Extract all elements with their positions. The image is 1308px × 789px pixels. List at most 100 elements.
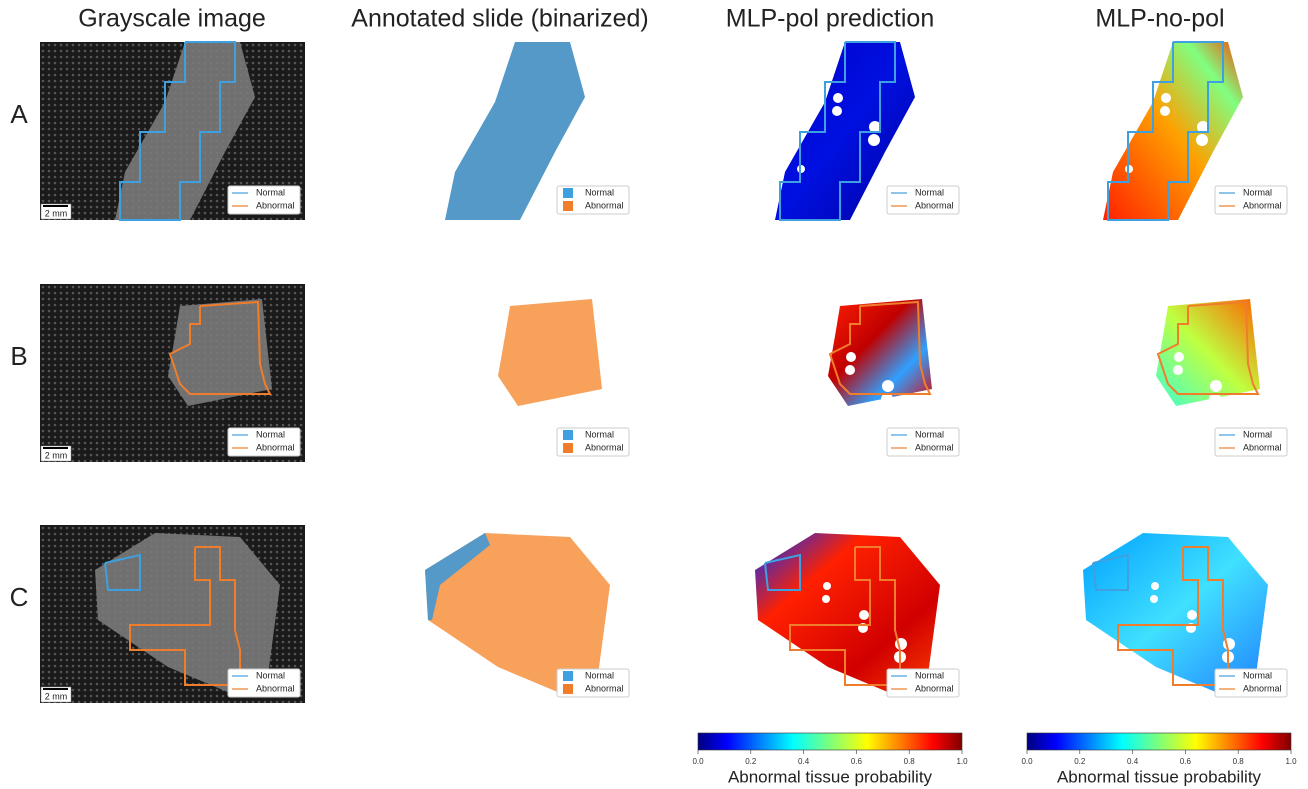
spot	[796, 78, 804, 86]
spot	[810, 324, 818, 332]
legend-label: Abnormal	[1243, 200, 1282, 210]
legend-label: Normal	[585, 187, 614, 197]
legend-patch	[563, 443, 573, 453]
colorbar-label: Abnormal tissue probability	[728, 767, 933, 786]
spot	[1137, 337, 1145, 345]
legend-label: Normal	[1243, 670, 1272, 680]
spot	[1174, 352, 1184, 362]
panel: Normal Abnormal	[775, 42, 959, 220]
legend-label: Abnormal	[915, 200, 954, 210]
tissue	[168, 299, 272, 406]
panel: Normal Abnormal	[1103, 42, 1287, 220]
legend: Normal Abnormal	[228, 428, 300, 456]
legend-label: Normal	[915, 187, 944, 197]
legend-label: Normal	[256, 429, 285, 439]
spot	[1210, 380, 1222, 392]
column-title: MLP-no-pol	[1095, 5, 1224, 33]
colorbar-tick-label: 0.0	[1021, 757, 1033, 766]
column-title: MLP-pol prediction	[726, 5, 934, 33]
spot	[845, 365, 855, 375]
spot	[1150, 595, 1158, 603]
legend-patch	[563, 188, 573, 198]
legend: Normal Abnormal	[1215, 428, 1287, 456]
panel: Normal Abnormal	[1083, 533, 1287, 697]
colorbar	[698, 733, 962, 750]
tissue	[1156, 299, 1260, 406]
colorbar-tick-label: 0.0	[692, 757, 704, 766]
legend-label: Normal	[1243, 187, 1272, 197]
legend-label: Normal	[1243, 429, 1272, 439]
colorbar-tick-label: 0.8	[904, 757, 916, 766]
panel: Normal Abnormal	[425, 533, 629, 697]
legend-patch	[563, 671, 573, 681]
panel: Normal Abnormal	[445, 42, 629, 220]
colorbar-tick-label: 0.2	[745, 757, 757, 766]
legend-label: Abnormal	[256, 683, 295, 693]
spot	[1196, 134, 1208, 146]
tissue	[828, 299, 932, 406]
legend-label: Abnormal	[1243, 442, 1282, 452]
colorbar-tick-label: 0.4	[798, 757, 810, 766]
legend-patch	[563, 201, 573, 211]
scale-bar-label: 2 mm	[45, 691, 68, 701]
figure: Grayscale image Annotated slide (binarize…	[0, 0, 1308, 789]
legend: Normal Abnormal	[557, 186, 629, 214]
legend-label: Abnormal	[256, 200, 295, 210]
colorbar	[1027, 733, 1291, 750]
spot	[833, 93, 843, 103]
spot	[1151, 582, 1159, 590]
spot	[832, 106, 842, 116]
spot	[822, 595, 830, 603]
legend: Normal Abnormal	[887, 186, 959, 214]
spot	[859, 610, 869, 620]
panel: Normal Abnormal 2 mm	[40, 284, 305, 462]
spot	[882, 380, 894, 392]
legend-label: Abnormal	[915, 442, 954, 452]
spot	[868, 134, 880, 146]
legend-label: Abnormal	[256, 442, 295, 452]
colorbar-tick-label: 0.6	[1180, 757, 1192, 766]
colorbar-tick-label: 0.6	[851, 757, 863, 766]
colorbar-tick-label: 1.0	[1285, 757, 1297, 766]
legend-patch	[563, 430, 573, 440]
colorbar-tick-label: 0.8	[1233, 757, 1245, 766]
legend: Normal Abnormal	[887, 428, 959, 456]
legend-label: Normal	[915, 429, 944, 439]
legend-label: Normal	[585, 429, 614, 439]
legend-label: Abnormal	[585, 683, 624, 693]
spot	[823, 582, 831, 590]
row-label: A	[10, 99, 28, 129]
column-title: Annotated slide (binarized)	[351, 5, 648, 33]
spot	[1173, 365, 1183, 375]
scale-bar-label: 2 mm	[45, 208, 68, 218]
legend-label: Abnormal	[585, 200, 624, 210]
legend-label: Abnormal	[1243, 683, 1282, 693]
tissue	[498, 299, 602, 406]
spot	[1138, 324, 1146, 332]
colorbar-label: Abnormal tissue probability	[1057, 767, 1262, 786]
spot	[809, 337, 817, 345]
scale-bar-label: 2 mm	[45, 450, 68, 460]
legend: Normal Abnormal	[1215, 669, 1287, 697]
colorbar-tick-label: 0.2	[1074, 757, 1086, 766]
row-label: B	[10, 341, 27, 371]
panel: Normal Abnormal	[809, 299, 959, 456]
spot	[1187, 610, 1197, 620]
spot	[1124, 78, 1132, 86]
panel: Normal Abnormal 2 mm	[40, 525, 305, 703]
row-label: C	[10, 582, 29, 612]
legend-patch	[563, 684, 573, 694]
panel: NormalAbnormal 2 mm	[40, 42, 305, 220]
legend: Normal Abnormal	[557, 669, 629, 697]
colorbar-tick-label: 1.0	[956, 757, 968, 766]
legend: Normal Abnormal	[228, 669, 300, 697]
legend-label: Normal	[256, 670, 285, 680]
spot	[1161, 93, 1171, 103]
column-title: Grayscale image	[78, 5, 266, 33]
legend-label: Normal	[585, 670, 614, 680]
